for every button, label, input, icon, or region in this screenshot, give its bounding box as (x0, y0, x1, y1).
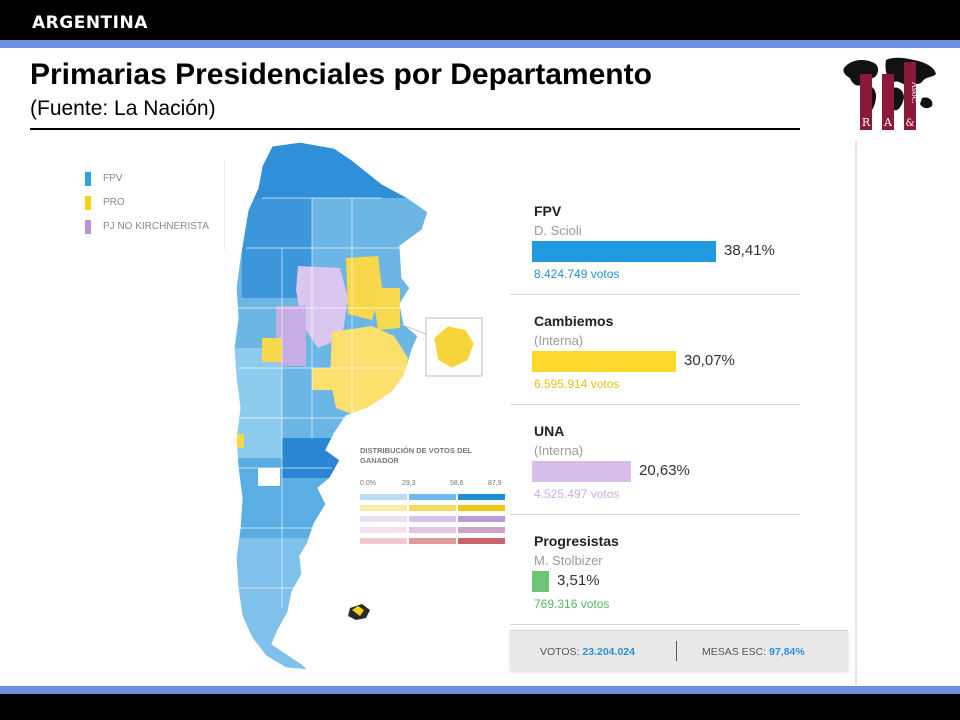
votes-label: VOTOS: (540, 646, 580, 658)
distribution-cell (360, 538, 407, 544)
distribution-cell (409, 527, 456, 533)
footer-separator (676, 641, 677, 661)
slide-subtitle: (Fuente: La Nación) (30, 97, 216, 120)
distribution-cell (458, 505, 505, 511)
distribution-cell (409, 538, 456, 544)
company-logo: R A & Asoc. (843, 57, 936, 130)
party-name: Cambiemos (534, 313, 614, 329)
logo-letter-a: A (883, 116, 893, 129)
votes-value: 23.204.024 (582, 646, 635, 658)
top-stripe (0, 40, 960, 48)
distribution-cell (409, 505, 456, 511)
result-percent: 30,07% (684, 352, 735, 369)
result-percent: 3,51% (557, 572, 600, 589)
map-outline (233, 141, 429, 671)
logo-bars (860, 62, 916, 130)
title-rule (30, 128, 800, 130)
result-bar (532, 571, 549, 592)
result-una: UNA (Interna) 20,63% 4.525.497 votos (510, 405, 800, 515)
result-percent: 20,63% (639, 462, 690, 479)
tick-label: 29,3 (402, 480, 416, 487)
candidate-name: D. Scioli (534, 223, 582, 238)
logo-ampersand: & (906, 118, 915, 129)
party-name: Progresistas (534, 533, 619, 549)
votes-total: VOTOS: 23.204.024 (540, 646, 635, 658)
mesas-value: 97,84% (769, 646, 805, 658)
result-votes: 769.316 votos (534, 597, 610, 611)
distribution-title: DISTRIBUCIÓN DE VOTOS DEL GANADOR (360, 446, 472, 465)
legend-swatch (85, 196, 91, 210)
tick-label: 87,9 (488, 480, 502, 487)
logo-letter-r: R (862, 116, 871, 129)
result-progresistas: Progresistas M. Stolbizer 3,51% 769.316 … (510, 515, 800, 625)
result-divider (510, 404, 800, 405)
legend-label: FPV (103, 173, 123, 184)
mesas-total: MESAS ESC: 97,84% (702, 646, 805, 658)
winner-distribution-legend: DISTRIBUCIÓN DE VOTOS DEL GANADOR 0,0% 2… (360, 446, 510, 544)
tick-label: 58,6 (450, 480, 464, 487)
result-bar (532, 351, 676, 372)
legend-swatch (85, 172, 91, 186)
party-name: FPV (534, 203, 562, 219)
top-bar: ARGENTINA (0, 0, 960, 40)
distribution-cell (409, 516, 456, 522)
result-fpv: FPV D. Scioli 38,41% 8.424.749 votos (510, 185, 800, 295)
result-bar (532, 461, 631, 482)
result-cambiemos: Cambiemos (Interna) 30,07% 6.595.914 vot… (510, 295, 800, 405)
candidate-name: M. Stolbizer (534, 553, 603, 568)
slide-title: Primarias Presidenciales por Departament… (30, 58, 652, 91)
candidate-name: (Interna) (534, 333, 584, 348)
distribution-ticks: 0,0% 29,3 58,6 87,9 (360, 480, 510, 492)
distribution-cell (458, 494, 505, 500)
argentina-map (233, 141, 483, 671)
result-percent: 38,41% (724, 242, 775, 259)
party-name: UNA (534, 423, 565, 439)
panel-divider (855, 140, 857, 685)
bottom-stripe (0, 686, 960, 694)
result-divider (510, 624, 800, 625)
distribution-cell (458, 538, 505, 544)
country-label: ARGENTINA (32, 13, 148, 33)
distribution-cell (360, 527, 407, 533)
distribution-cell (458, 527, 505, 533)
legend-label: PJ NO KIRCHNERISTA (103, 221, 209, 232)
mesas-label: MESAS ESC: (702, 646, 767, 658)
result-votes: 4.525.497 votos (534, 487, 620, 501)
totals-box: VOTOS: 23.204.024 MESAS ESC: 97,84% (510, 630, 848, 671)
legend-separator (224, 160, 225, 250)
distribution-cell (360, 505, 407, 511)
candidate-name: (Interna) (534, 443, 584, 458)
distribution-cell (360, 516, 407, 522)
distribution-cell (458, 516, 505, 522)
caba-map (433, 325, 475, 369)
result-divider (510, 294, 800, 295)
result-divider (510, 514, 800, 515)
map-panel (58, 140, 856, 685)
result-bar (532, 241, 716, 262)
distribution-cell (409, 494, 456, 500)
distribution-cell (360, 494, 407, 500)
tick-label: 0,0% (360, 480, 376, 487)
legend-swatch (85, 220, 91, 234)
province-borders (238, 197, 404, 608)
bottom-bar (0, 694, 960, 720)
legend-label: PRO (103, 197, 125, 208)
result-votes: 8.424.749 votos (534, 267, 620, 281)
result-votes: 6.595.914 votos (534, 377, 620, 391)
logo-asoc: Asoc. (910, 81, 919, 104)
map-regions (234, 142, 428, 670)
